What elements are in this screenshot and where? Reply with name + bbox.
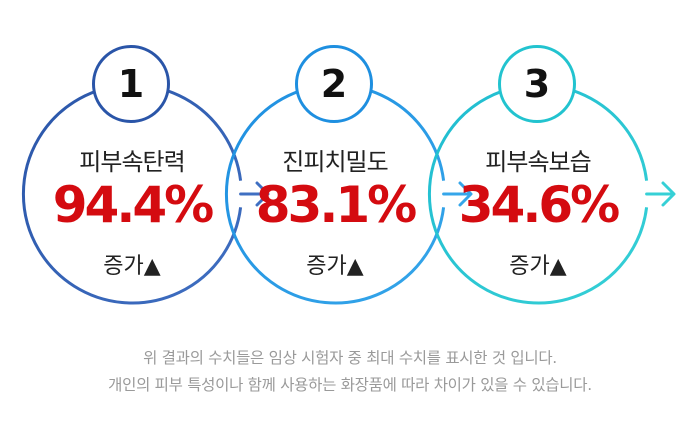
step-1-change: 증가▲ [103,254,161,279]
step-1-title: 피부속탄력 [79,148,185,176]
step-1-value: 94.4% [52,176,214,234]
step-3-change: 증가▲ [509,254,567,279]
step-3-badge: 3 [498,45,576,123]
step-2-title: 진피치밀도 [282,148,388,176]
step-2-number: 2 [320,62,348,106]
footnote-line-1: 위 결과의 수치들은 임상 시험자 중 최대 수치를 표시한 것 입니다. [143,349,557,367]
arrow-1-icon [239,181,270,207]
step-2-value: 83.1% [255,176,417,234]
step-3-title: 피부속보습 [485,148,591,176]
footnote-line-2: 개인의 피부 특성이나 함께 사용하는 화장품에 따라 차이가 있을 수 있습니… [108,376,592,394]
step-3-number: 3 [523,62,551,106]
step-2-badge: 2 [295,45,373,123]
arrow-3-icon [645,181,676,207]
ring-1 [21,83,243,305]
step-1-badge: 1 [92,45,170,123]
ring-3 [427,83,649,305]
ring-2 [224,83,446,305]
step-3-value: 34.6% [458,176,620,234]
step-2-change: 증가▲ [306,254,364,279]
arrow-2-icon [442,181,473,207]
step-1-number: 1 [117,62,145,106]
